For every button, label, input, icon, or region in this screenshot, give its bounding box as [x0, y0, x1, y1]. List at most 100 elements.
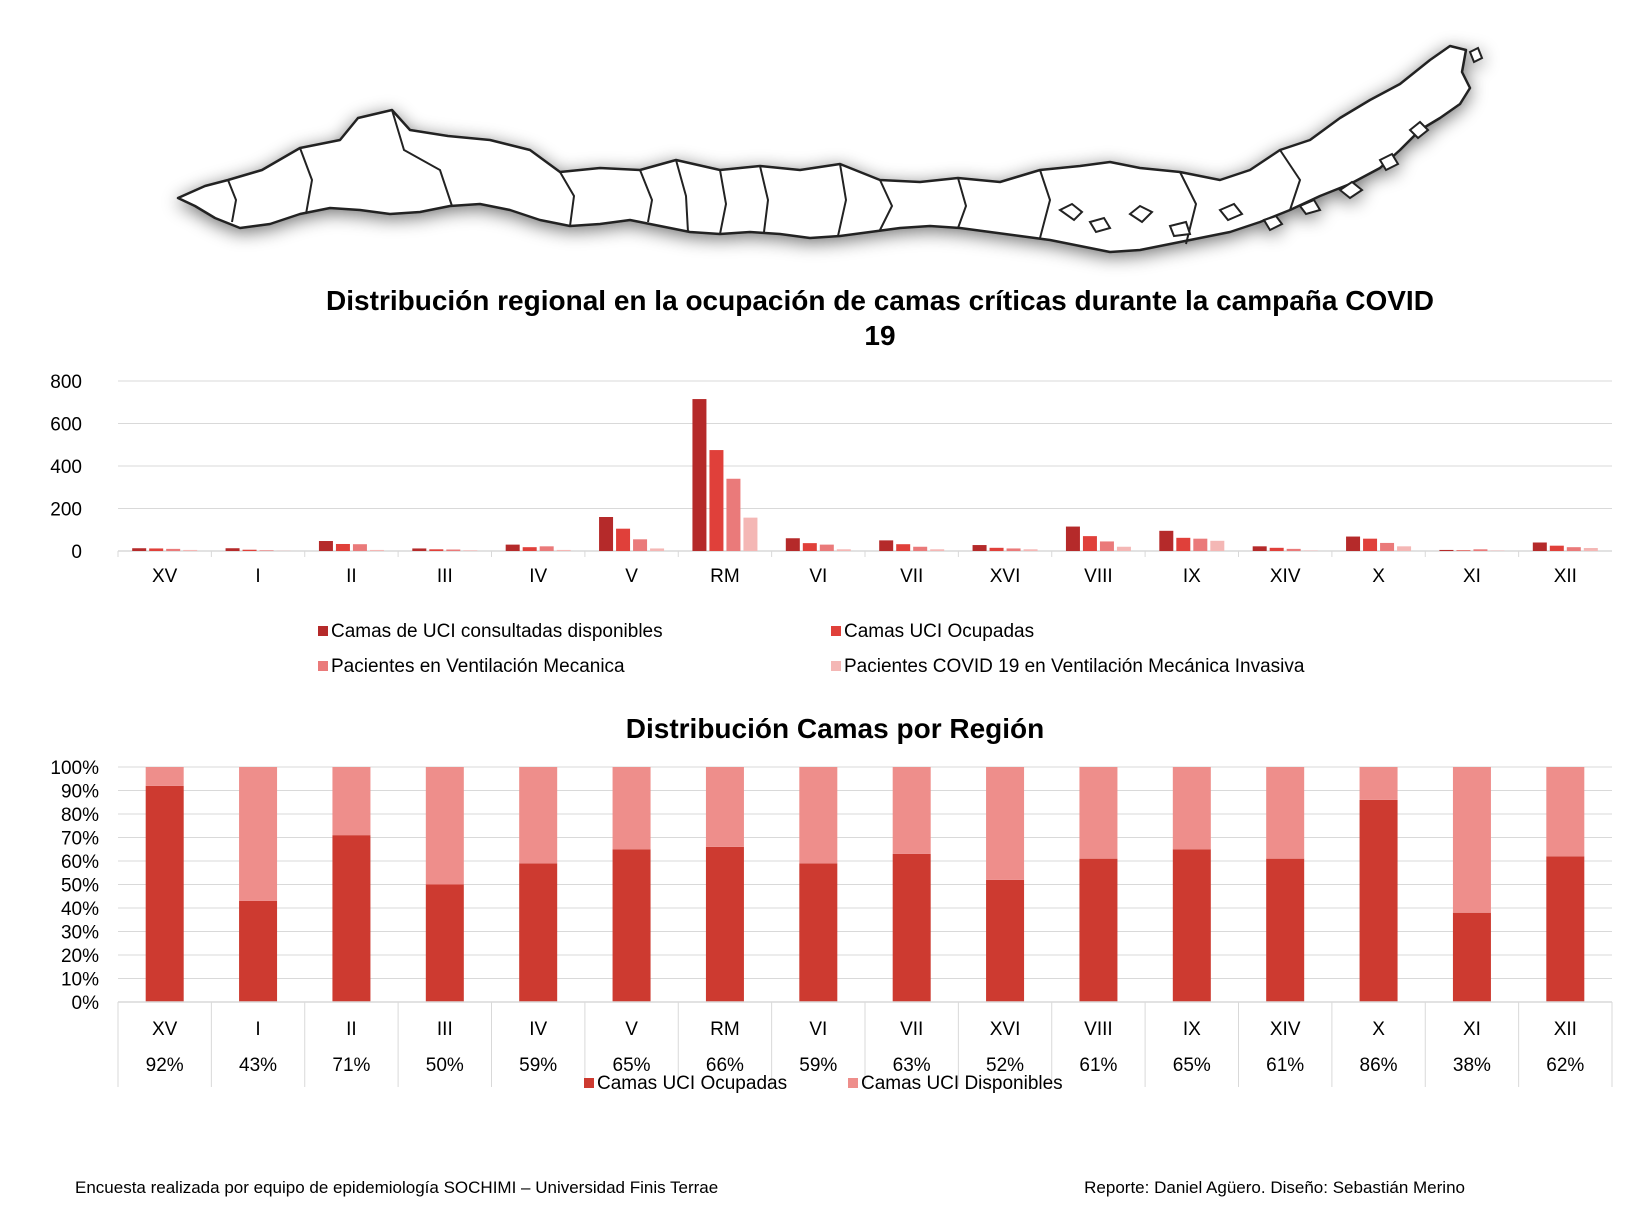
stacked-chart-beds-by-region: Distribución Camas por Región 0%10% 20%30… [50, 715, 1613, 1094]
bar-available [145, 767, 184, 786]
bar [1082, 536, 1097, 551]
chile-regions-map-icon [176, 44, 1484, 254]
y-tick-label: 30% [61, 923, 99, 944]
chart-title-line: 19 [864, 320, 895, 351]
bar [650, 548, 665, 551]
bar [836, 549, 851, 551]
bar [972, 545, 987, 551]
bar-occupied [332, 835, 371, 1002]
y-tick-label: 10% [61, 970, 99, 991]
table-cell-value: 65% [613, 1055, 651, 1076]
x-tick-label: X [1372, 1019, 1385, 1040]
bar [633, 539, 648, 551]
y-tick-label: 800 [50, 372, 82, 393]
bar [989, 547, 1004, 551]
x-tick-label: XVI [990, 1019, 1021, 1040]
bar [709, 450, 724, 551]
bar [132, 548, 147, 551]
bar [1159, 530, 1174, 551]
y-tick-label: 60% [61, 852, 99, 873]
bar-available [892, 767, 931, 854]
legend: Camas UCI Ocupadas Camas UCI Disponibles [584, 1073, 1063, 1094]
bar [183, 549, 198, 551]
legend-label: Pacientes en Ventilación Mecanica [331, 656, 625, 677]
bar-available [705, 767, 744, 847]
bar [1439, 549, 1454, 551]
x-tick-label: I [255, 566, 260, 587]
bar [930, 549, 945, 551]
table-cell-value: 52% [986, 1055, 1024, 1076]
map-silhouette [176, 44, 1484, 254]
legend: Camas de UCI consultadas disponibles Cama… [318, 621, 1305, 677]
bar [1099, 541, 1114, 551]
x-tick-label: IV [529, 566, 547, 587]
y-tick-label: 20% [61, 946, 99, 967]
bar-occupied [799, 863, 838, 1002]
chart-title: Distribución Camas por Región [626, 715, 1045, 744]
chart-title: Distribución regional en la ocupación de… [326, 285, 1434, 351]
y-axis-ticks: 0%10% 20%30% 40%50% 60%70% 80%90% 100% [50, 758, 99, 1014]
y-tick-label: 0% [72, 993, 100, 1014]
bar-occupied [519, 863, 558, 1002]
bar [1210, 540, 1225, 551]
bar-available [425, 767, 464, 885]
bar [1286, 548, 1301, 551]
bar-available [1079, 767, 1118, 859]
bar [616, 528, 631, 551]
bars [132, 399, 1598, 551]
y-tick-label: 400 [50, 457, 82, 478]
bar [412, 548, 427, 551]
region-borders [227, 109, 1302, 245]
bar [599, 517, 614, 551]
legend-label: Camas UCI Ocupadas [844, 621, 1034, 642]
bar-available [519, 767, 558, 864]
data-table: XV 92% I 43% II 71% III 50% IV 59% V 65% RM 66% VI 59% V… [117, 1001, 1613, 1087]
bar [429, 549, 444, 551]
bar [225, 548, 240, 551]
southern-islands [1058, 46, 1484, 238]
bar-available [239, 767, 278, 901]
bar-available [612, 767, 651, 850]
bar [318, 541, 333, 551]
bar [1532, 542, 1547, 551]
bar [802, 543, 817, 551]
bar-occupied [1359, 799, 1398, 1002]
bar [1363, 538, 1378, 551]
bar [539, 546, 554, 551]
bar [896, 544, 911, 551]
bar [785, 538, 800, 551]
bar [1380, 542, 1395, 551]
table-cell-value: 38% [1453, 1055, 1491, 1076]
bar-available [1172, 767, 1211, 850]
bar-available [1359, 767, 1398, 800]
x-tick-label: I [255, 1019, 260, 1040]
bar-occupied [1452, 912, 1491, 1002]
x-tick-label: RM [710, 566, 740, 587]
bar [446, 549, 461, 551]
bar-available [1452, 767, 1491, 913]
bar [259, 550, 274, 551]
x-tick-label: XV [152, 566, 178, 587]
y-gridlines [118, 380, 1612, 552]
x-tick-label: RM [710, 1019, 740, 1040]
y-tick-label: 80% [61, 805, 99, 826]
bar [463, 550, 478, 551]
bar [743, 517, 758, 551]
bar [913, 546, 928, 551]
bar [1397, 546, 1412, 551]
bar-occupied [1546, 856, 1585, 1002]
bar [556, 549, 571, 551]
bar [1473, 549, 1488, 551]
x-tick-label: V [625, 1019, 638, 1040]
bar [1176, 537, 1191, 551]
x-tick-label: VIII [1084, 1019, 1113, 1040]
bar-occupied [425, 884, 464, 1002]
x-tick-label: XIV [1270, 566, 1301, 587]
bar [335, 543, 350, 551]
bar [1456, 550, 1471, 551]
x-tick-label: VI [809, 1019, 827, 1040]
bar [726, 478, 741, 551]
bar [1269, 547, 1284, 551]
bar [1006, 548, 1021, 551]
x-tick-label: VII [900, 566, 923, 587]
